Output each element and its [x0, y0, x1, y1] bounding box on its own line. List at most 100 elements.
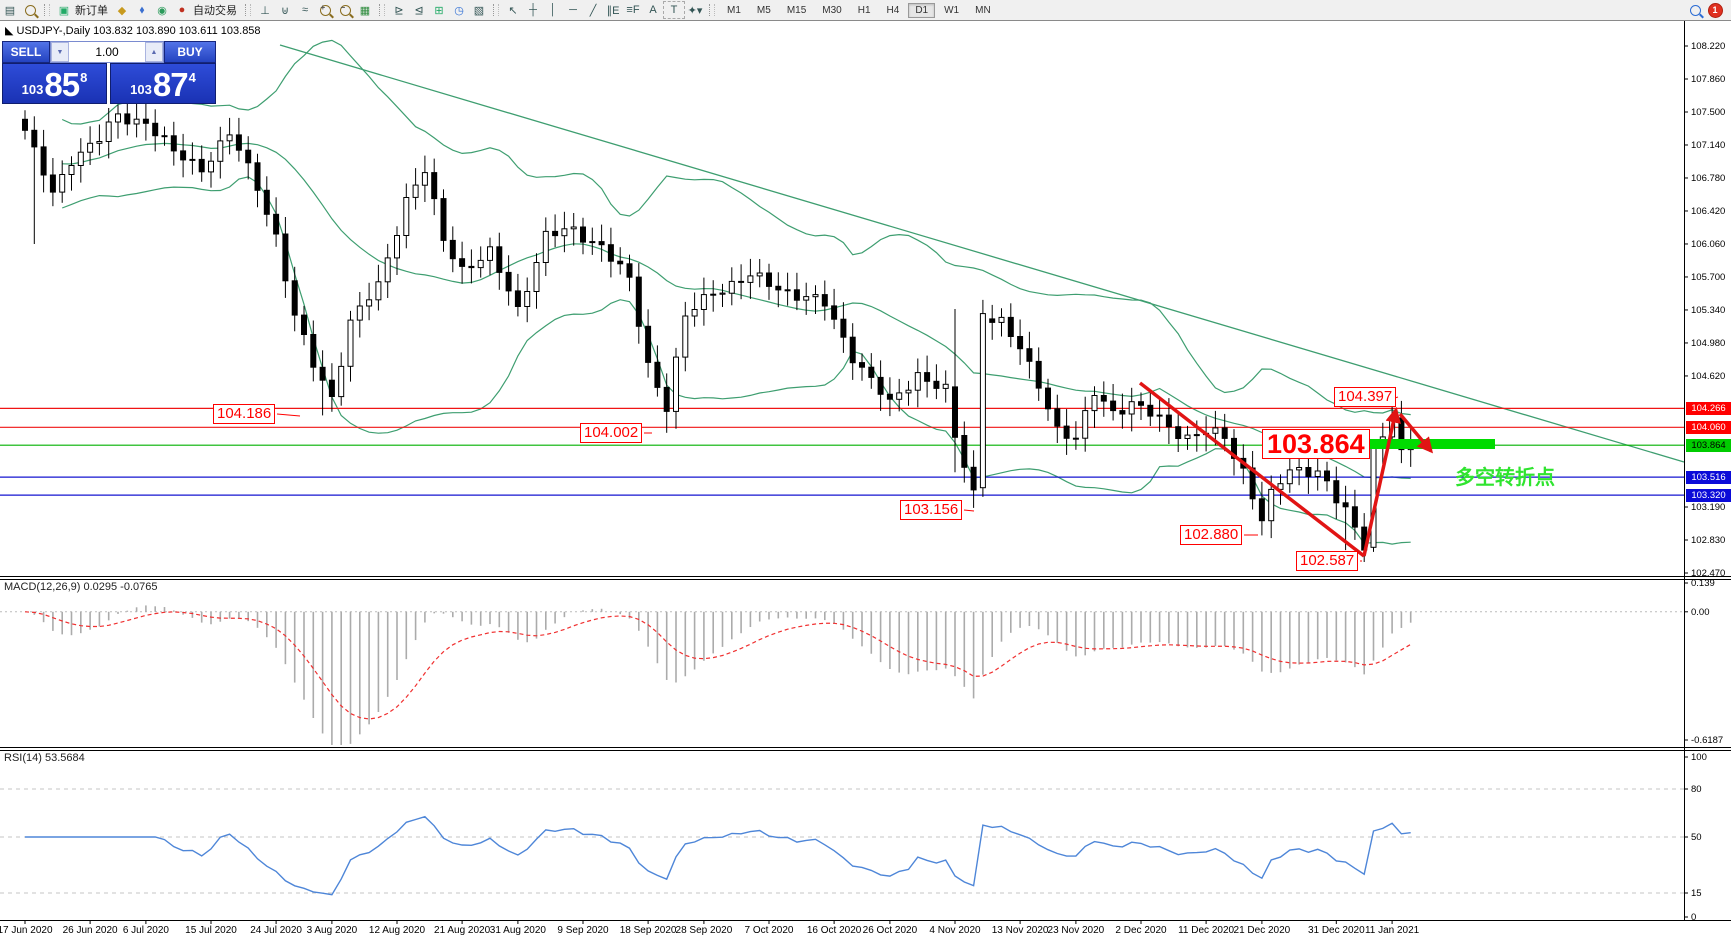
date-axis-label: 11 Jan 2021 [1364, 925, 1420, 936]
descending-trendline[interactable] [279, 44, 1685, 463]
fibonacci-icon[interactable]: ≡F [626, 4, 640, 16]
crosshair-icon[interactable]: ┼ [529, 4, 537, 16]
timeframe-m1[interactable]: M1 [727, 5, 741, 16]
macd-signal-line [24, 611, 1412, 720]
template-icon[interactable]: ▧ [473, 4, 485, 17]
symbol-marker-icon: ◣ [5, 25, 17, 37]
candle-body [449, 239, 456, 260]
trend-arrow[interactable] [1398, 412, 1434, 454]
candle-body [263, 189, 270, 215]
vline-icon[interactable]: │ [549, 4, 557, 16]
one-click-trade-panel: SELL ▼ 1.00 ▲ BUY 103 85 8 103 87 4 [2, 41, 216, 104]
date-axis-label: 7 Oct 2020 [744, 925, 794, 936]
annotation-text-cn[interactable]: 多空转折点 [1455, 467, 1555, 489]
price-label[interactable]: 104.002 [580, 423, 643, 443]
candle-body [626, 263, 633, 278]
candle-body [886, 393, 893, 400]
candle-body [1082, 410, 1089, 439]
price-label[interactable]: 104.397 [1334, 387, 1397, 407]
new-order-icon[interactable]: ▣ [58, 4, 70, 17]
trend-arrow[interactable] [1362, 406, 1401, 557]
price-label[interactable]: 103.156 [900, 500, 963, 520]
buy-price-pips: 87 [152, 66, 189, 103]
big-price-label[interactable]: 103.864 [1262, 429, 1370, 459]
candle-body [1258, 498, 1265, 522]
search-icon[interactable] [1685, 2, 1705, 18]
price-label[interactable]: 104.186 [213, 404, 276, 424]
candle-body [198, 158, 205, 173]
text-label-icon[interactable]: T [663, 1, 685, 19]
date-axis-label: 31 Aug 2020 [489, 925, 546, 936]
candle-body [189, 158, 196, 161]
arrows-icon[interactable]: ✦▾ [687, 4, 703, 17]
timeframe-m15[interactable]: M15 [786, 5, 807, 16]
hline-icon[interactable]: ─ [569, 4, 577, 16]
sell-price-display[interactable]: 103 85 8 [2, 63, 108, 104]
toolbar-grip [44, 4, 50, 16]
bollinger-band [61, 39, 1411, 416]
timeframe-m5[interactable]: M5 [756, 5, 771, 16]
sell-button[interactable]: SELL [2, 41, 50, 63]
timeframe-m30[interactable]: M30 [822, 5, 842, 16]
ink-icon[interactable]: ⬧ [139, 3, 145, 16]
candle-body [859, 362, 865, 368]
volume-decrement-button[interactable]: ▼ [51, 42, 69, 62]
candle-body [570, 226, 577, 230]
macd-axis-label: 0.00 [1691, 606, 1710, 618]
timeframe-h1[interactable]: H1 [857, 5, 871, 16]
text-icon[interactable]: A [649, 4, 657, 16]
trend-arrow[interactable] [1138, 381, 1366, 558]
add-indicator-icon[interactable]: ⊞ [434, 4, 444, 17]
objects-window-icon[interactable]: ⊴ [414, 4, 424, 17]
candle-body [821, 294, 828, 307]
eraser-icon[interactable]: ◆ [117, 4, 127, 17]
trendline-icon[interactable]: ╱ [589, 4, 597, 17]
date-axis-label: 15 Jul 2020 [185, 925, 237, 936]
timeframe-mn[interactable]: MN [975, 5, 991, 16]
cursor-icon[interactable]: ↖ [508, 4, 518, 17]
candle-body [105, 121, 112, 142]
zoom-window-icon[interactable] [20, 2, 40, 18]
candle-body [1286, 469, 1293, 485]
zoom-out-icon[interactable]: − [335, 2, 355, 18]
timeframe-h4[interactable]: H4 [886, 5, 900, 16]
candle-body [459, 258, 466, 267]
notification-badge[interactable]: 1 [1705, 2, 1725, 18]
price-label[interactable]: 102.587 [1296, 551, 1359, 571]
timeframe-w1[interactable]: W1 [944, 5, 960, 16]
candle-chart-icon[interactable]: ⊎ [280, 4, 290, 17]
sell-price-base: 103 [21, 82, 44, 97]
candle-body [1296, 467, 1303, 471]
period-clock-icon[interactable]: ◷ [454, 4, 464, 17]
bar-chart-icon[interactable]: ⊥ [260, 4, 270, 17]
new-order-button[interactable]: 新订单 [75, 5, 108, 17]
candle-body [235, 134, 242, 151]
candle-body [1128, 401, 1135, 415]
price-tag-104.266: 104.266 [1686, 401, 1731, 415]
candle-body [979, 313, 986, 489]
candle-body [998, 316, 1005, 323]
indicator-window-icon[interactable]: ⊵ [394, 4, 404, 17]
tile-windows-icon[interactable]: ▦ [359, 4, 371, 17]
channel-icon[interactable]: ∥E [606, 4, 620, 17]
autotrade-button[interactable]: 自动交易 [193, 5, 237, 17]
candle-body [87, 142, 94, 153]
candle-body [1110, 400, 1117, 412]
buy-button[interactable]: BUY [164, 41, 216, 63]
zoom-in-icon[interactable]: + [315, 2, 335, 18]
rsi-axis-label: 80 [1691, 784, 1702, 795]
autotrade-icon[interactable]: ● [178, 4, 186, 16]
buy-price-display[interactable]: 103 87 4 [110, 63, 216, 104]
candle-body [580, 226, 586, 243]
timeframe-d1[interactable]: D1 [908, 3, 936, 18]
ohlc-readout: 103.832 103.890 103.611 103.858 [93, 25, 261, 37]
line-chart-icon[interactable]: ≈ [301, 4, 309, 16]
chart-file-icon[interactable]: ▤ [4, 4, 16, 17]
volume-increment-button[interactable]: ▲ [145, 42, 163, 62]
price-label[interactable]: 102.880 [1180, 525, 1243, 545]
signal-icon[interactable]: ◉ [157, 4, 167, 17]
volume-input[interactable]: 1.00 [95, 45, 119, 59]
candle-body [514, 290, 521, 307]
